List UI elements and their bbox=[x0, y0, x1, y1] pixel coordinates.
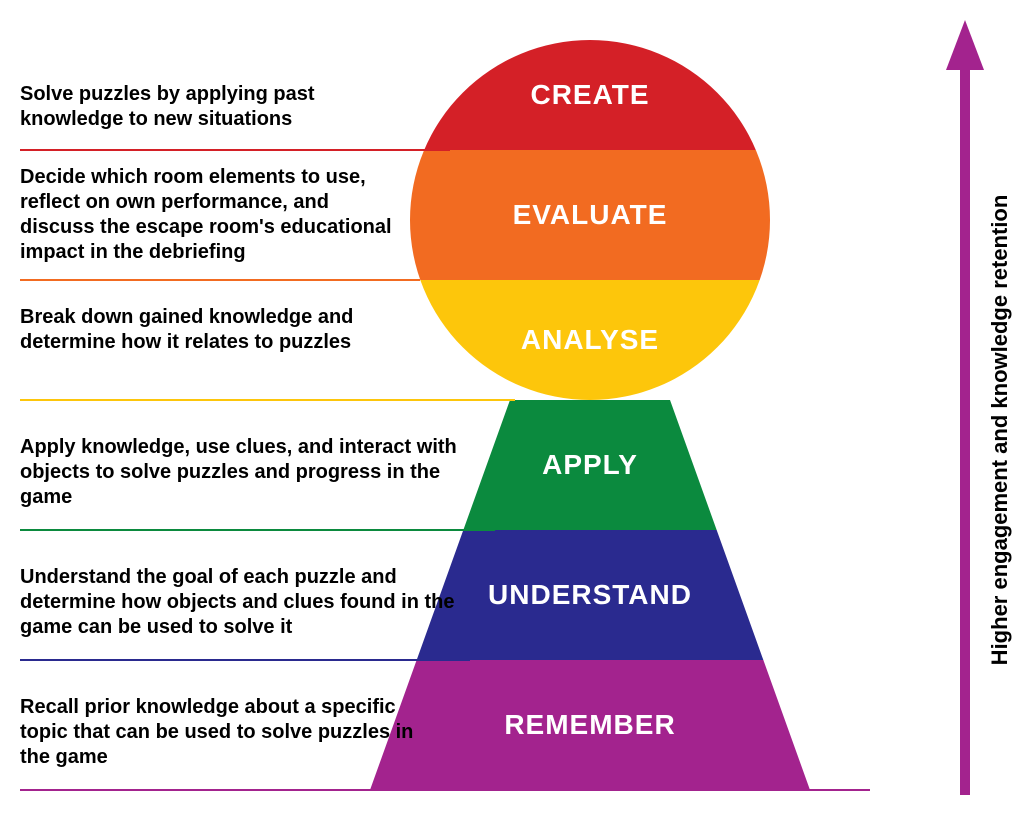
level-desc-apply: Apply knowledge, use clues, and interact… bbox=[20, 435, 480, 510]
level-label-remember: REMEMBER bbox=[504, 709, 675, 741]
level-desc-understand: Understand the goal of each puzzle and d… bbox=[20, 565, 480, 640]
level-desc-create: Solve puzzles by applying past knowledge… bbox=[20, 82, 400, 132]
level-rule-analyse bbox=[20, 399, 515, 401]
level-label-analyse: ANALYSE bbox=[521, 324, 659, 356]
level-rule-remember bbox=[20, 789, 870, 791]
level-rule-create bbox=[20, 149, 450, 151]
level-rule-apply bbox=[20, 529, 495, 531]
level-desc-evaluate: Decide which room elements to use, refle… bbox=[20, 165, 400, 265]
engagement-arrow bbox=[946, 20, 984, 795]
level-desc-remember: Recall prior knowledge about a specific … bbox=[20, 695, 440, 770]
level-label-evaluate: EVALUATE bbox=[513, 199, 668, 231]
level-label-create: CREATE bbox=[530, 79, 649, 111]
level-label-apply: APPLY bbox=[542, 449, 638, 481]
arrow-caption: Higher engagement and knowledge retentio… bbox=[987, 195, 1013, 666]
level-rule-evaluate bbox=[20, 279, 420, 281]
level-rule-understand bbox=[20, 659, 470, 661]
level-label-understand: UNDERSTAND bbox=[488, 579, 692, 611]
level-desc-analyse: Break down gained knowledge and determin… bbox=[20, 305, 400, 355]
